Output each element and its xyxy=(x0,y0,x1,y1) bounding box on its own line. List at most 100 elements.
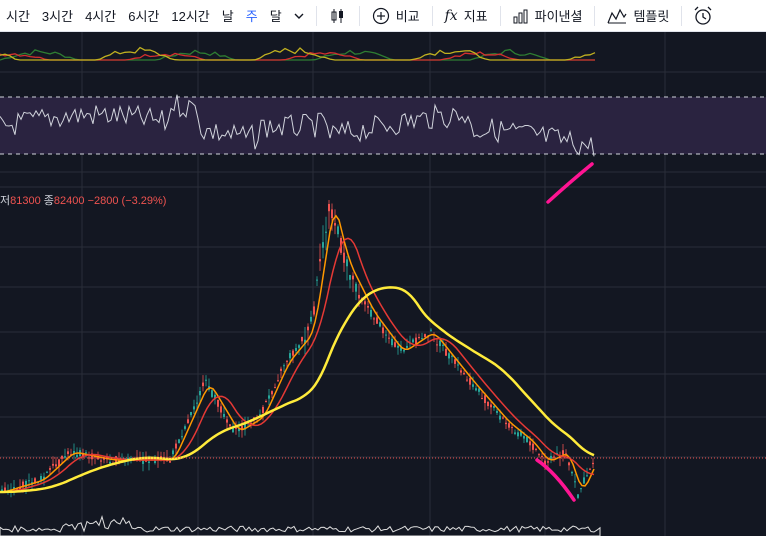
timeframe-button[interactable]: 시간 xyxy=(6,9,30,24)
candle-body xyxy=(421,338,423,340)
candle-body xyxy=(547,461,549,463)
candle-body xyxy=(331,209,333,219)
candle-body xyxy=(88,457,90,459)
toolbar-divider xyxy=(594,5,596,26)
candle-body xyxy=(43,476,45,480)
toolbar-divider xyxy=(499,5,501,26)
candle-body xyxy=(211,390,213,397)
candle-body xyxy=(502,417,504,419)
candle-body xyxy=(472,384,474,387)
candle-body xyxy=(349,274,351,280)
candle-body xyxy=(571,471,573,474)
candle-body xyxy=(475,388,477,391)
candle-body xyxy=(343,252,345,263)
candle-body xyxy=(373,318,375,320)
toolbar-divider xyxy=(681,5,683,26)
candle-body xyxy=(334,223,336,226)
timeframe-button[interactable]: 4시간 xyxy=(85,9,117,24)
close-value: 82400 xyxy=(53,195,85,207)
candle-body xyxy=(244,422,246,430)
fx-icon: fx xyxy=(444,7,458,24)
candle-body xyxy=(64,456,66,458)
templates-button[interactable]: 템플릿 xyxy=(601,6,675,25)
templates-icon xyxy=(607,8,627,24)
candle-body xyxy=(355,283,357,292)
candle-body xyxy=(391,338,393,346)
candle-body xyxy=(406,345,408,348)
candle-body xyxy=(226,419,228,423)
toolbar-divider xyxy=(431,5,433,26)
chart-toolbar: 시간 3시간 4시간 6시간 12시간 날 주 달 비교 fx 지표 파이낸셜 템플릿 xyxy=(0,0,766,32)
financials-button[interactable]: 파이낸셜 xyxy=(507,6,589,25)
oscillator-line xyxy=(0,46,596,61)
candles-icon[interactable] xyxy=(323,7,353,25)
change-percent: (−3.29%) xyxy=(121,195,167,207)
low-value: 81300 xyxy=(10,195,41,207)
candle-body xyxy=(490,404,492,408)
timeframe-button[interactable]: 날 xyxy=(221,9,234,24)
rsi-band xyxy=(0,97,766,154)
candle-body xyxy=(403,350,405,352)
candle-body xyxy=(577,494,579,498)
indicators-button[interactable]: fx 지표 xyxy=(439,6,494,25)
candle-body xyxy=(310,316,312,322)
candle-body xyxy=(529,441,531,446)
candle-body xyxy=(454,359,456,364)
alarm-icon[interactable] xyxy=(688,6,718,26)
timeframe-button[interactable]: 6시간 xyxy=(128,9,160,24)
toolbar-divider xyxy=(315,5,317,26)
candle-body xyxy=(280,368,282,371)
candle-body xyxy=(13,486,15,490)
candle-body xyxy=(553,456,555,458)
candle-body xyxy=(562,450,564,455)
candle-body xyxy=(538,454,540,456)
compare-button[interactable]: 비교 xyxy=(366,6,426,25)
candle-body xyxy=(235,427,237,429)
candle-body xyxy=(232,426,234,433)
timeframe-button[interactable]: 3시간 xyxy=(41,9,74,24)
candle-body xyxy=(574,481,576,483)
candle-body xyxy=(505,422,507,425)
candle-body xyxy=(109,461,111,464)
candle-body xyxy=(322,242,324,248)
candle-body xyxy=(184,426,186,429)
indicators-label: 지표 xyxy=(463,9,488,24)
candle-body xyxy=(451,355,453,357)
candle-body xyxy=(262,406,264,413)
timeframe-button[interactable]: 달 xyxy=(269,9,282,24)
candle-body xyxy=(463,372,465,375)
candle-body xyxy=(268,395,270,399)
candle-body xyxy=(220,406,222,413)
candle-body xyxy=(367,305,369,308)
candle-body xyxy=(76,454,78,458)
candle-body xyxy=(328,203,330,212)
candle-body xyxy=(100,460,102,462)
candle-body xyxy=(469,378,471,385)
candle-body xyxy=(445,348,447,356)
candle-body xyxy=(178,439,180,443)
candle-body xyxy=(346,259,348,267)
financials-icon xyxy=(513,8,529,24)
timeframe-button[interactable]: 12시간 xyxy=(171,9,210,24)
candle-body xyxy=(316,279,318,281)
candle-body xyxy=(49,468,51,470)
chevron-down-icon[interactable] xyxy=(288,11,310,21)
ma-mid-line xyxy=(0,237,595,493)
candle-body xyxy=(229,424,231,427)
candle-body xyxy=(25,480,27,488)
candle-body xyxy=(583,477,585,484)
candle-body xyxy=(19,487,21,490)
candle-body xyxy=(493,405,495,408)
candle-body xyxy=(418,337,420,339)
candle-body xyxy=(550,455,552,459)
candle-body xyxy=(193,406,195,410)
timeframe-button[interactable]: 주 xyxy=(245,9,258,24)
candle-body xyxy=(511,427,513,429)
candle-body xyxy=(541,456,543,458)
volume-outline xyxy=(0,515,601,536)
candle-body xyxy=(568,462,570,466)
candle-body xyxy=(364,301,366,305)
candle-body xyxy=(199,390,201,396)
price-chart-canvas[interactable] xyxy=(0,32,766,536)
candle-body xyxy=(22,481,24,488)
